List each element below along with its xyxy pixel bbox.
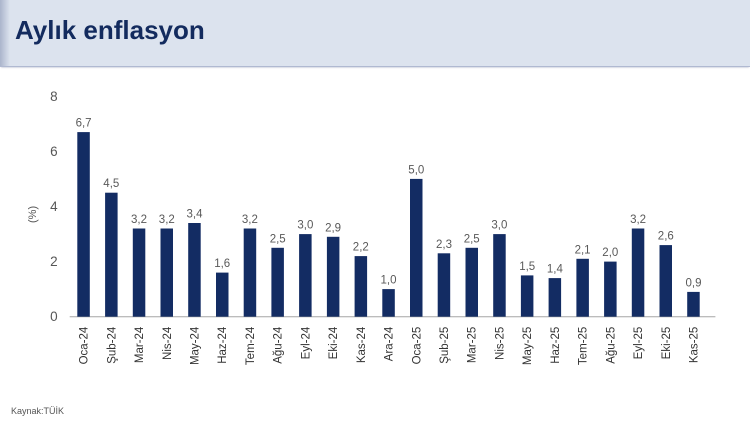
svg-text:3,0: 3,0 (297, 220, 313, 232)
svg-text:Oca-24: Oca-24 (79, 326, 91, 364)
svg-text:4: 4 (50, 199, 58, 214)
svg-text:1,4: 1,4 (547, 264, 564, 276)
svg-text:Kas-25: Kas-25 (689, 327, 701, 363)
svg-text:3,2: 3,2 (159, 214, 175, 226)
svg-text:3,2: 3,2 (131, 214, 147, 226)
svg-text:Eyl-24: Eyl-24 (300, 326, 312, 359)
svg-text:Nis-25: Nis-25 (494, 327, 506, 360)
svg-text:Ara-24: Ara-24 (384, 326, 396, 361)
svg-text:2: 2 (50, 254, 58, 269)
svg-text:Nis-24: Nis-24 (162, 326, 174, 360)
svg-text:2,1: 2,1 (575, 244, 591, 256)
svg-text:Eyl-25: Eyl-25 (633, 327, 645, 360)
svg-text:Eki-25: Eki-25 (661, 327, 673, 360)
svg-text:Ağu-24: Ağu-24 (273, 326, 285, 364)
svg-text:Oca-25: Oca-25 (411, 327, 423, 365)
svg-text:2,6: 2,6 (658, 231, 674, 243)
svg-text:2,3: 2,3 (436, 239, 452, 251)
svg-text:2,0: 2,0 (602, 247, 618, 259)
svg-text:1,5: 1,5 (519, 261, 535, 273)
svg-text:May-24: May-24 (190, 326, 202, 365)
svg-text:Mar-24: Mar-24 (134, 326, 146, 363)
svg-text:Ağu-25: Ağu-25 (605, 327, 617, 364)
svg-text:May-25: May-25 (522, 327, 534, 365)
svg-text:8: 8 (50, 89, 58, 104)
svg-text:Haz-24: Haz-24 (217, 326, 229, 364)
svg-text:Haz-25: Haz-25 (550, 327, 562, 364)
svg-text:2,5: 2,5 (270, 233, 286, 245)
svg-text:3,0: 3,0 (491, 220, 507, 232)
svg-text:0: 0 (50, 309, 58, 324)
svg-text:Tem-24: Tem-24 (245, 326, 257, 365)
svg-text:Şub-24: Şub-24 (106, 326, 118, 364)
svg-text:Mar-25: Mar-25 (467, 327, 479, 363)
svg-text:1,6: 1,6 (214, 258, 230, 270)
svg-text:6,7: 6,7 (76, 118, 92, 130)
svg-text:4,5: 4,5 (103, 178, 119, 190)
svg-text:Şub-25: Şub-25 (439, 327, 451, 364)
svg-text:5,0: 5,0 (408, 164, 424, 176)
svg-text:0,9: 0,9 (686, 277, 702, 289)
svg-text:3,4: 3,4 (187, 209, 204, 221)
svg-text:1,0: 1,0 (381, 275, 397, 287)
svg-text:3,2: 3,2 (242, 214, 258, 226)
svg-text:2,9: 2,9 (325, 222, 341, 234)
svg-text:2,2: 2,2 (353, 242, 369, 254)
svg-text:2,5: 2,5 (464, 233, 480, 245)
svg-text:3,2: 3,2 (630, 214, 646, 226)
svg-text:Tem-25: Tem-25 (578, 327, 590, 365)
svg-text:Kas-24: Kas-24 (356, 326, 368, 363)
svg-text:Eki-24: Eki-24 (328, 326, 340, 359)
svg-text:6: 6 (50, 144, 58, 159)
